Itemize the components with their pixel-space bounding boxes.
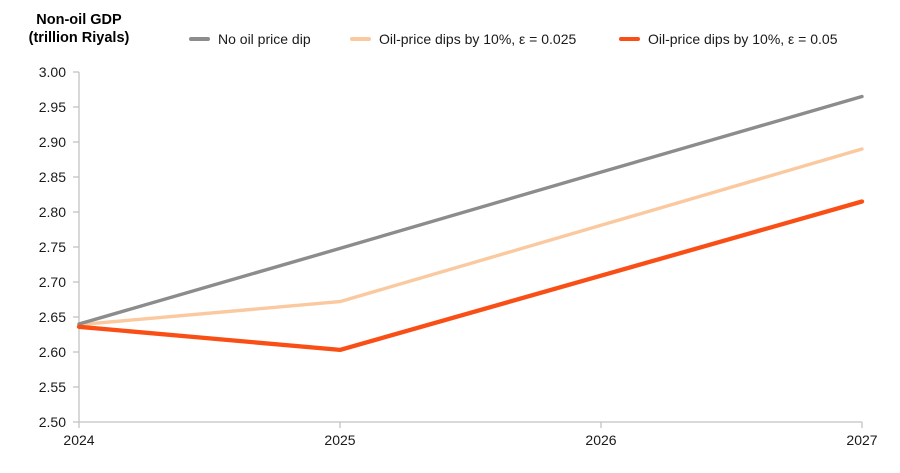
y-tick-label: 2.80 bbox=[39, 204, 66, 220]
y-tick-label: 2.55 bbox=[39, 379, 66, 395]
y-axis-title-line1: Non-oil GDP bbox=[36, 12, 122, 28]
legend-label-dip-eps-005: Oil-price dips by 10%, ε = 0.05 bbox=[648, 31, 838, 47]
legend-swatch-orange bbox=[619, 36, 640, 42]
y-tick-label: 2.60 bbox=[39, 344, 66, 360]
y-axis-title-line2: (trillion Riyals) bbox=[28, 29, 130, 46]
y-tick-label: 2.70 bbox=[39, 274, 66, 290]
x-tick-label: 2024 bbox=[63, 432, 94, 448]
y-tick-label: 2.50 bbox=[39, 414, 66, 430]
legend-swatch-gray bbox=[189, 37, 210, 41]
x-tick-label: 2025 bbox=[324, 432, 355, 448]
y-tick-label: 2.90 bbox=[39, 134, 66, 150]
y-axis-title: Non-oil GDP (trillion Riyals) bbox=[16, 12, 142, 47]
legend-item-no-oil-price-dip: No oil price dip bbox=[189, 29, 311, 49]
legend-label-dip-eps-0025: Oil-price dips by 10%, ε = 0.025 bbox=[379, 31, 577, 47]
y-tick-label: 2.95 bbox=[39, 99, 66, 115]
legend-item-dip-eps-0025: Oil-price dips by 10%, ε = 0.025 bbox=[350, 29, 576, 49]
x-axis: 2024 2025 2026 2027 bbox=[63, 421, 878, 448]
y-tick-label: 2.65 bbox=[39, 309, 66, 325]
x-tick-label: 2027 bbox=[846, 432, 877, 448]
series-line-2 bbox=[76, 199, 865, 353]
y-tick-label: 2.75 bbox=[39, 239, 66, 255]
series-line-1 bbox=[77, 147, 864, 327]
y-tick-label: 3.00 bbox=[39, 64, 66, 80]
legend-label-no-oil-price-dip: No oil price dip bbox=[218, 31, 311, 47]
y-axis: 3.00 2.95 2.90 2.85 2.80 2.75 2.70 2.65 2.60 2.55… bbox=[39, 64, 80, 430]
x-tick-label: 2026 bbox=[585, 432, 616, 448]
legend-item-dip-eps-005: Oil-price dips by 10%, ε = 0.05 bbox=[619, 29, 838, 49]
legend-swatch-peach bbox=[350, 37, 371, 41]
series-line-0 bbox=[77, 94, 864, 326]
y-tick-label: 2.85 bbox=[39, 169, 66, 185]
